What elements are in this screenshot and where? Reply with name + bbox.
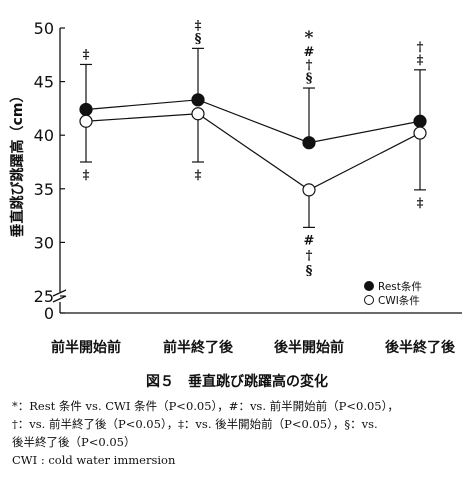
rest-data-point <box>413 114 427 128</box>
axis-break-mark <box>52 289 67 297</box>
significance-mark: ‡ <box>195 168 202 183</box>
y-tick-label: 25 <box>34 287 54 306</box>
y-tick-label: 50 <box>34 19 54 38</box>
significance-mark: § <box>306 71 313 86</box>
x-tick-label: 前半終了後 <box>163 339 234 356</box>
significance-mark: ‡ <box>195 18 202 33</box>
legend-rest-marker <box>364 281 374 291</box>
cwi-data-point <box>191 107 205 121</box>
axis-break-mark <box>52 295 67 303</box>
significance-mark: † <box>417 40 424 55</box>
cwi-data-point <box>79 114 93 128</box>
cwi-data-point <box>413 126 427 140</box>
significance-mark: ‡ <box>417 196 424 211</box>
cwi-data-point <box>302 183 316 197</box>
significance-mark: ‡ <box>83 47 90 62</box>
significance-mark: § <box>195 31 202 46</box>
legend-cwi-label: CWI条件 <box>378 294 420 307</box>
y-tick-label-zero: 0 <box>44 304 54 323</box>
significance-mark: † <box>306 58 313 73</box>
significance-note-3: 後半終了後（P<0.05） <box>12 435 136 449</box>
x-tick-label: 前半開始前 <box>51 339 121 356</box>
rest-data-point <box>302 136 316 150</box>
legend-cwi-marker <box>364 295 374 305</box>
figure-title: 図５ 垂直跳び跳躍高の変化 <box>146 374 328 390</box>
cwi-series-line <box>85 113 421 191</box>
significance-mark: ‡ <box>417 53 424 68</box>
significance-mark: * <box>305 28 314 48</box>
x-tick-label: 後半開始前 <box>274 339 344 356</box>
y-tick-label: 40 <box>34 126 54 145</box>
y-tick-label: 30 <box>34 233 54 252</box>
significance-mark: # <box>304 45 315 60</box>
y-tick-label: 35 <box>34 180 54 199</box>
significance-mark: § <box>306 263 313 278</box>
x-tick-label: 後半終了後 <box>385 339 456 356</box>
significance-mark: † <box>306 248 313 263</box>
abbreviation-footnote: CWI : cold water immersion <box>12 453 176 467</box>
y-axis-label: 垂直跳び跳躍高（cm） <box>9 89 26 238</box>
significance-note-1: *：Rest 条件 vs. CWI 条件（P<0.05），#：vs. 前半開始前… <box>12 399 399 413</box>
rest-data-point <box>191 93 205 107</box>
y-tick-label: 45 <box>34 73 54 92</box>
rest-series-line <box>85 99 421 144</box>
significance-mark: # <box>304 233 315 248</box>
figure-caption: 図５ 垂直跳び跳躍高の変化 *：Rest 条件 vs. CWI 条件（P<0.0… <box>12 371 462 469</box>
significance-mark: ‡ <box>83 168 90 183</box>
legend-rest-label: Rest条件 <box>378 280 422 293</box>
rest-data-point <box>79 102 93 117</box>
significance-note-2: †：vs. 前半終了後（P<0.05），‡：vs. 後半開始前（P<0.05），… <box>12 417 378 431</box>
vertical-jump-chart: 25 30 35 40 45 50 0 垂直跳び跳躍高（cm） 前半開始前 前半終了後 後半開始前 後… <box>9 18 462 356</box>
